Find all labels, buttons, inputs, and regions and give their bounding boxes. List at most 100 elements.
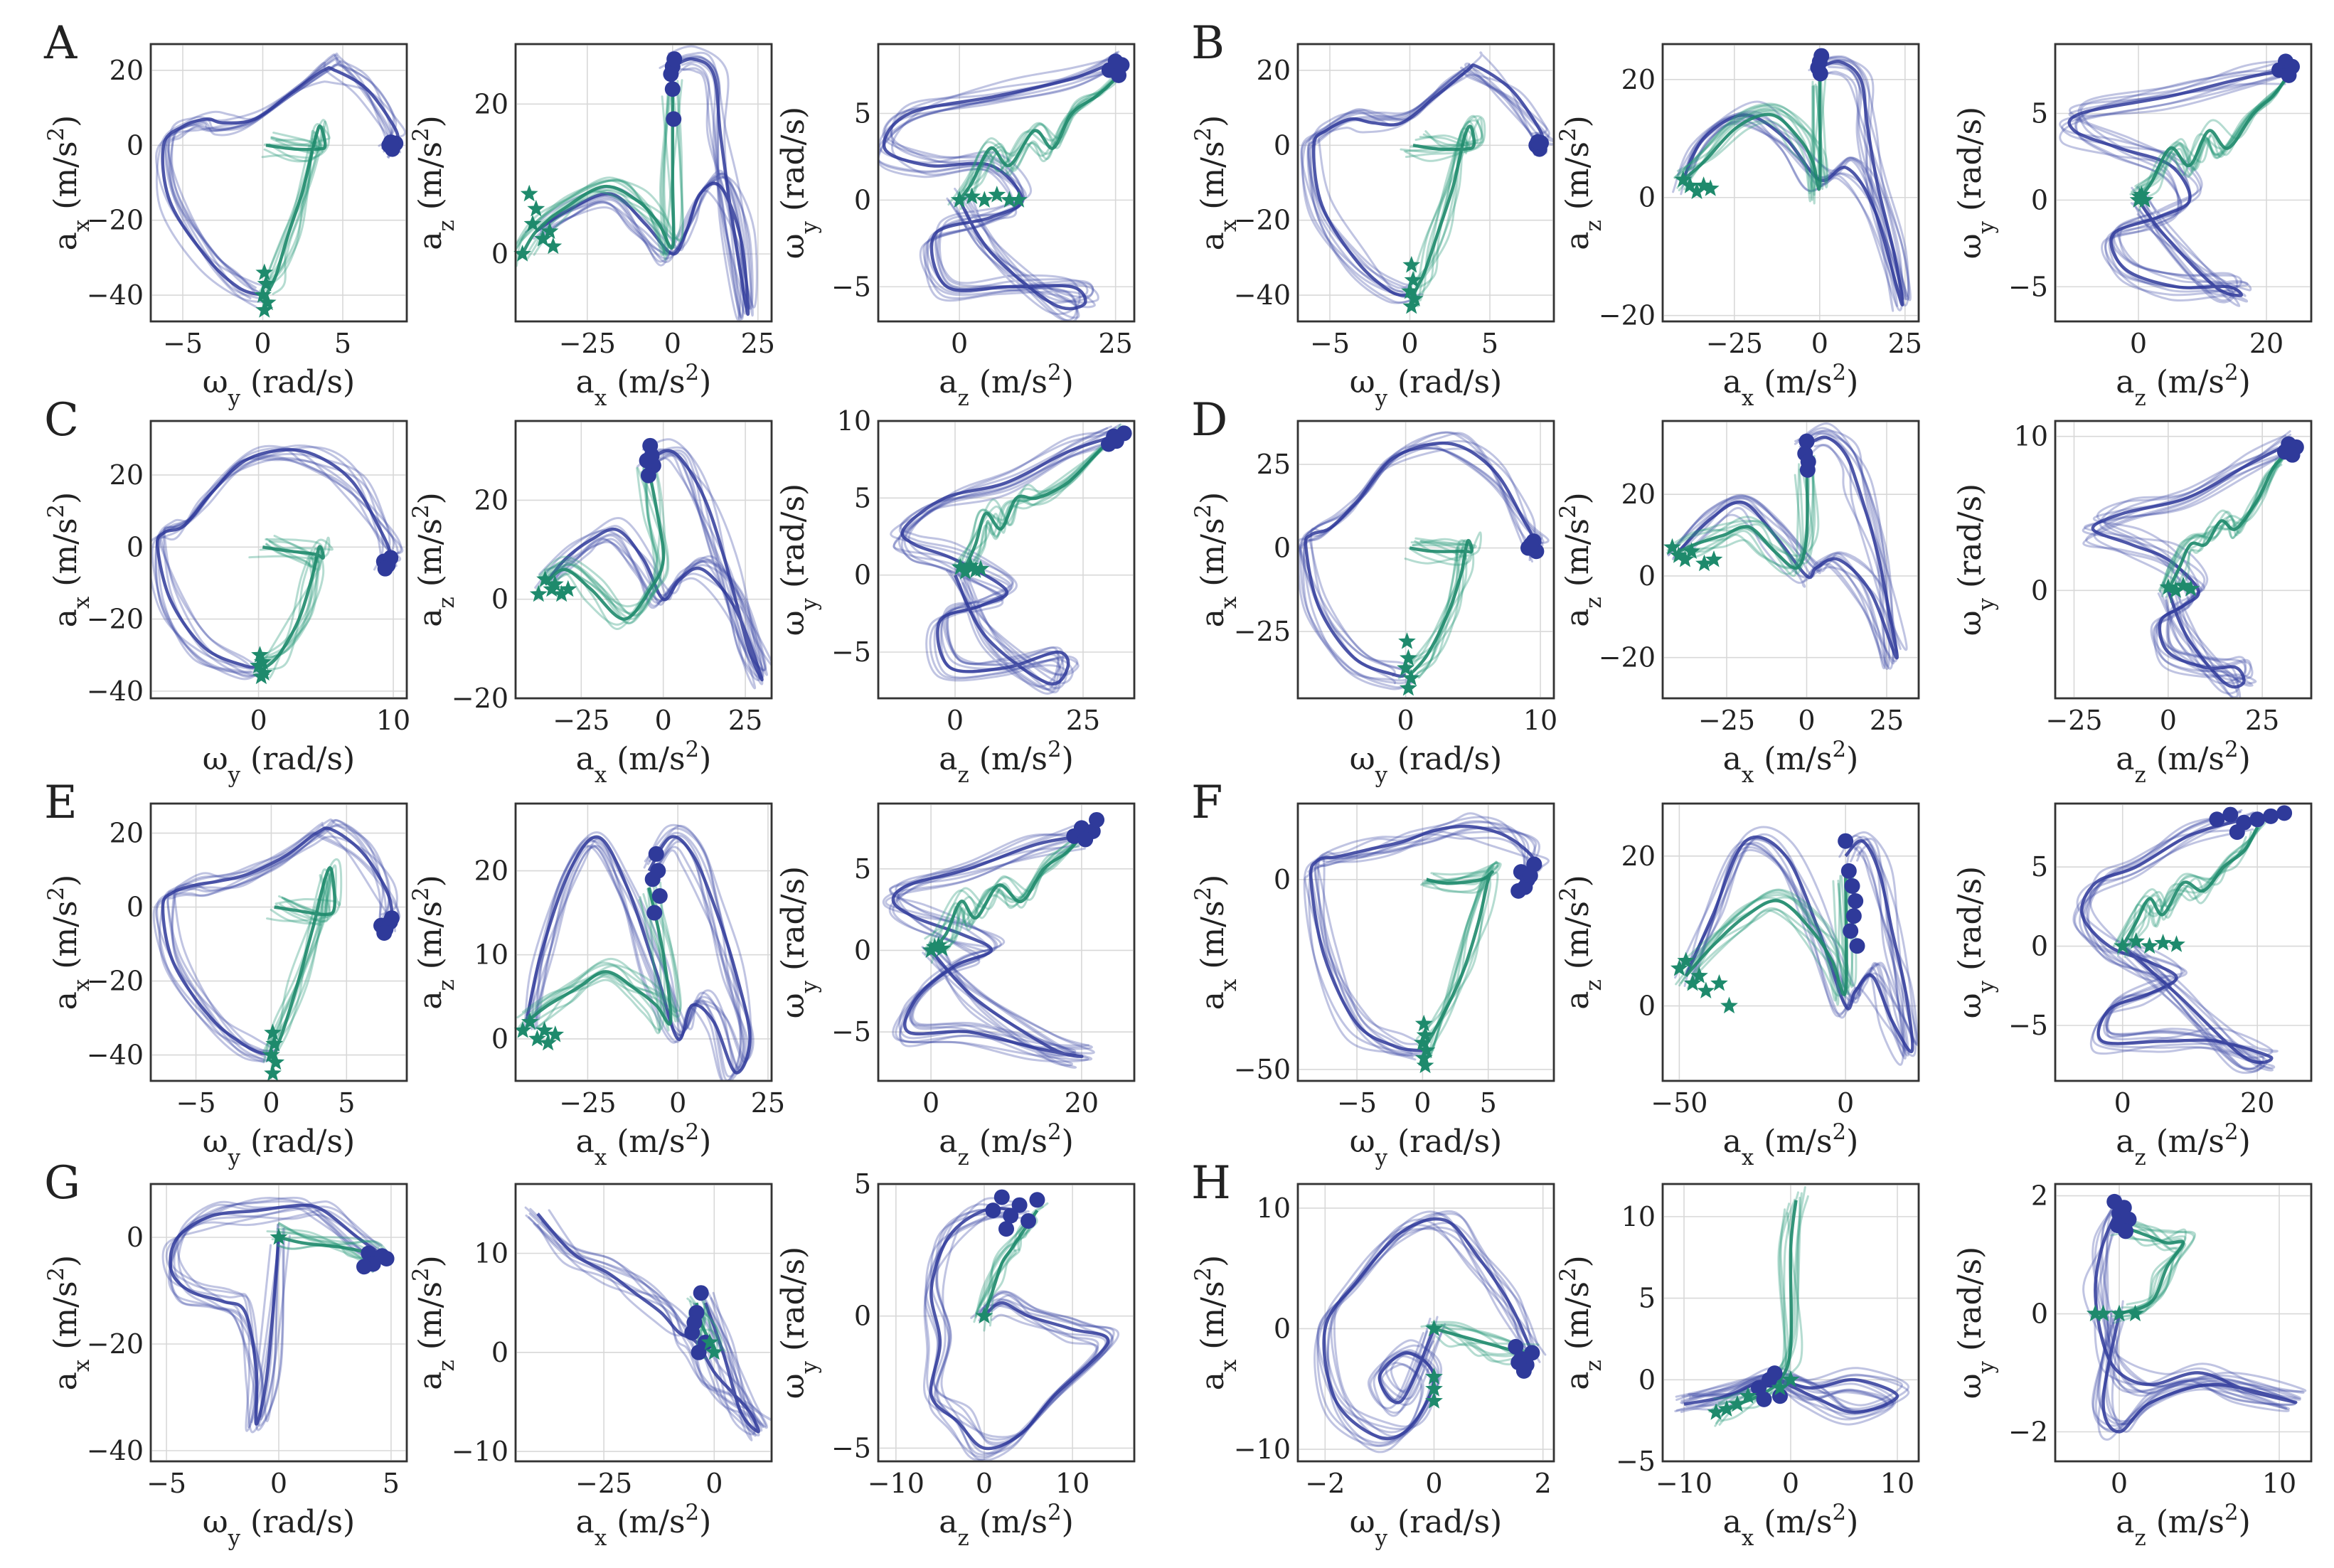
start-point-marker: [1405, 289, 1424, 306]
start-point-marker: [2167, 581, 2185, 598]
start-point-marker: [270, 1228, 288, 1245]
y-tick-label: 10: [474, 939, 508, 971]
plot-frame: [514, 43, 773, 323]
y-tick-label: 0: [1274, 864, 1291, 895]
y-tick-label: 5: [2031, 851, 2048, 882]
end-point-marker: [356, 1259, 372, 1275]
y-axis-label: ax (m/s2): [1190, 875, 1242, 1010]
grasp-trace: [547, 454, 767, 671]
start-point-marker: [1695, 176, 1712, 193]
y-axis-label: ωy (rad/s): [1952, 107, 1999, 259]
start-point-marker: [1781, 1370, 1800, 1387]
grasp-trace: [165, 1205, 380, 1429]
start-point-marker: [553, 585, 570, 602]
grasp-trace: [152, 833, 401, 1053]
y-tick-label: 20: [1621, 64, 1656, 95]
approach-trace: [1412, 538, 1472, 677]
grasp-trace: [550, 452, 766, 671]
x-tick-label: 0: [951, 328, 968, 359]
grasp-trace: [892, 426, 1117, 693]
x-tick-label: −25: [559, 328, 616, 359]
x-tick-label: −5: [163, 328, 203, 359]
approach-trace: [2136, 73, 2292, 195]
approach-trace: [272, 874, 331, 1049]
approach-trace: [924, 841, 1075, 955]
y-tick-label: 0: [127, 892, 144, 923]
plot-frame: [149, 802, 408, 1082]
grasp-mean-line: [900, 434, 1114, 686]
grasp-trace: [927, 1197, 1119, 1458]
y-axis-label: ωy (rad/s): [775, 866, 822, 1018]
y-tick-label: 0: [1638, 991, 1656, 1022]
end-point-marker: [1799, 462, 1816, 478]
y-tick-label: −5: [2008, 1010, 2048, 1041]
grasp-trace: [1310, 447, 1536, 685]
y-tick-label: −10: [452, 1436, 508, 1467]
plot-frame: [877, 420, 1136, 700]
x-axis-label: ωy (rad/s): [1350, 1504, 1502, 1551]
approach-trace: [1675, 880, 1840, 1006]
plot-frame: [1296, 420, 1555, 700]
y-tick-label: 10: [837, 405, 871, 437]
start-point-marker: [1400, 678, 1417, 696]
approach-trace: [516, 887, 661, 1033]
panel-letter-C: C: [44, 394, 79, 447]
approach-trace: [940, 827, 1087, 949]
grasp-trace: [890, 434, 1128, 684]
end-point-marker: [2118, 1223, 2133, 1239]
start-point-marker: [975, 191, 993, 208]
grasp-trace: [2087, 811, 2268, 1074]
y-tick-label: 0: [2031, 184, 2048, 215]
approach-mean-line: [958, 78, 1117, 201]
grasp-trace: [924, 1212, 1099, 1444]
approach-trace: [266, 858, 343, 1068]
x-tick-label: 0: [1425, 1468, 1442, 1499]
x-tick-label: 10: [2262, 1468, 2296, 1499]
grasp-trace: [1674, 429, 1889, 667]
grasp-trace: [176, 1212, 387, 1434]
approach-trace: [2158, 455, 2286, 591]
start-point-marker: [2141, 937, 2158, 954]
x-axis-label: az (m/s2): [2116, 737, 2251, 788]
end-point-marker: [2284, 447, 2301, 463]
grasp-trace: [2099, 446, 2279, 685]
trajectories: [1672, 55, 1912, 312]
grasp-trace: [534, 448, 764, 686]
x-axis-label: az (m/s2): [2116, 360, 2251, 411]
subplot-E-3: 0 20 5 0 −5 az (m/s2) ωy (rad/s): [775, 802, 1136, 1170]
approach-trace: [2161, 452, 2288, 590]
grasp-mean-line: [2091, 442, 2290, 689]
approach-mean-line: [2121, 826, 2259, 947]
start-point-marker: [975, 1306, 993, 1324]
approach-mean-line: [1408, 538, 1474, 676]
approach-trace: [543, 458, 659, 624]
approach-trace: [1675, 875, 1842, 1002]
approach-trace: [265, 535, 319, 659]
x-tick-label: 5: [338, 1087, 355, 1119]
grasp-mean-line: [1684, 835, 1914, 1053]
x-axis-label: ωy (rad/s): [1350, 741, 1502, 788]
x-tick-label: 0: [1414, 1087, 1431, 1119]
plot-frame: [149, 1183, 408, 1463]
plot-frame: [149, 420, 408, 700]
start-point-marker: [258, 293, 277, 311]
y-tick-label: −10: [1234, 1434, 1291, 1465]
grasp-trace: [533, 825, 742, 1081]
x-tick-label: 10: [1055, 1468, 1089, 1499]
x-tick-label: −5: [146, 1468, 186, 1499]
panel-letter-B: B: [1191, 17, 1225, 70]
start-point-marker: [1416, 1056, 1434, 1074]
trajectories: [1674, 826, 1919, 1066]
y-axis-label: ωy (rad/s): [775, 107, 822, 259]
approach-trace: [1690, 864, 1858, 987]
grasp-mean-line: [882, 60, 1117, 311]
y-tick-label: 0: [1638, 182, 1656, 213]
grasp-trace: [2082, 1217, 2288, 1433]
y-tick-label: 0: [127, 531, 144, 562]
grasp-trace: [529, 1207, 772, 1422]
y-tick-label: −5: [1616, 1446, 1656, 1477]
grasp-mean-line: [1304, 441, 1537, 678]
